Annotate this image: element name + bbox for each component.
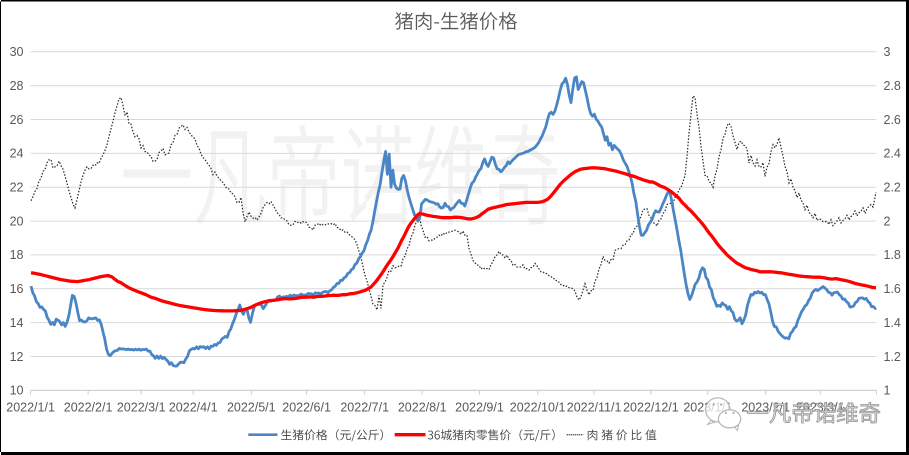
svg-text:2022/7/1: 2022/7/1 <box>340 400 389 414</box>
svg-text:26: 26 <box>10 113 24 127</box>
svg-text:2022/8/1: 2022/8/1 <box>398 400 447 414</box>
svg-text:1.4: 1.4 <box>884 316 901 330</box>
svg-text:2.6: 2.6 <box>884 113 901 127</box>
svg-text:28: 28 <box>10 79 24 93</box>
svg-text:1.6: 1.6 <box>884 282 901 296</box>
svg-text:16: 16 <box>10 282 24 296</box>
svg-text:30: 30 <box>10 45 24 59</box>
svg-text:2.8: 2.8 <box>884 79 901 93</box>
svg-text:24: 24 <box>10 147 24 161</box>
svg-text:2022/12/1: 2022/12/1 <box>623 400 679 414</box>
svg-text:2022/5/1: 2022/5/1 <box>227 400 276 414</box>
svg-text:2: 2 <box>884 214 891 228</box>
svg-text:2022/3/1: 2022/3/1 <box>117 400 166 414</box>
svg-text:1: 1 <box>884 384 891 398</box>
svg-text:2.4: 2.4 <box>884 147 901 161</box>
svg-text:2022/4/1: 2022/4/1 <box>169 400 218 414</box>
svg-text:1.8: 1.8 <box>884 248 901 262</box>
svg-text:14: 14 <box>10 316 24 330</box>
svg-text:2022/11/1: 2022/11/1 <box>567 400 622 414</box>
svg-text:12: 12 <box>10 350 24 364</box>
svg-text:18: 18 <box>10 248 24 262</box>
svg-text:3: 3 <box>884 45 891 59</box>
svg-text:20: 20 <box>10 214 24 228</box>
svg-text:2022/10/1: 2022/10/1 <box>510 400 566 414</box>
svg-text:22: 22 <box>10 181 24 195</box>
svg-text:2022/2/1: 2022/2/1 <box>64 400 113 414</box>
svg-text:2.2: 2.2 <box>884 181 901 195</box>
svg-text:2022/6/1: 2022/6/1 <box>282 400 331 414</box>
svg-text:1.2: 1.2 <box>884 350 901 364</box>
svg-text:10: 10 <box>10 384 24 398</box>
svg-text:2022/9/1: 2022/9/1 <box>455 400 504 414</box>
svg-text:2022/1/1: 2022/1/1 <box>6 400 55 414</box>
